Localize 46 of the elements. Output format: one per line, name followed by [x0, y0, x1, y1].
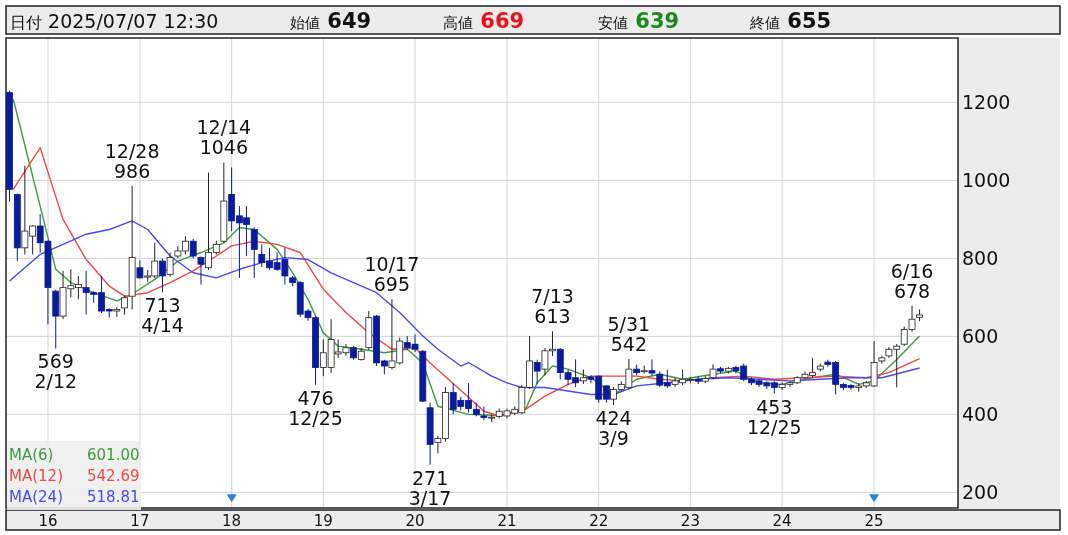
annotation: 12/14 1046 [196, 116, 252, 159]
candlestick [189, 238, 197, 259]
candlestick [250, 226, 258, 279]
annotation: 10/17 695 [364, 253, 420, 296]
y-tick-label: 1200 [962, 91, 1011, 114]
candlestick [480, 406, 488, 421]
annotation: 7/13 613 [531, 285, 574, 328]
annotation: 271 3/17 [408, 466, 452, 509]
candlestick [159, 257, 166, 293]
text: 安値 639 [598, 9, 680, 33]
chart-title: 日付 2025/07/07 12:30 [10, 10, 219, 32]
candlestick [197, 255, 205, 286]
x-tick-label: 19 [313, 512, 333, 530]
x-tick-label: 24 [772, 512, 792, 530]
y-tick-label: 1000 [962, 169, 1011, 192]
candlestick [533, 359, 541, 385]
text: 始値 649 [290, 9, 372, 33]
y-tick-label: 200 [962, 481, 999, 504]
annotation: 6/16 678 [890, 259, 934, 302]
candlestick [136, 259, 144, 280]
text: 高値 669 [443, 9, 525, 33]
candlestick [648, 358, 656, 376]
text: MA(24) 518.81 [9, 488, 140, 506]
y-tick-label: 400 [962, 403, 999, 426]
candlestick [166, 252, 174, 278]
x-tick-label: 16 [38, 512, 58, 530]
x-tick-label: 21 [497, 512, 517, 530]
annotation: 5/31 542 [607, 313, 651, 355]
y-tick-label: 800 [962, 247, 999, 270]
x-tick-label: 20 [405, 512, 425, 530]
annotation: 424 3/9 [595, 407, 632, 450]
annotation: 12/28 986 [104, 139, 160, 182]
annotation: 476 12/25 [288, 386, 343, 429]
x-tick-label: 25 [864, 512, 884, 530]
candlestick [121, 294, 128, 316]
text: 終値 655 [749, 9, 832, 33]
x-tick-label: 23 [680, 512, 700, 530]
annotation: 569 2/12 [34, 350, 78, 393]
text: MA(12) 542.69 [9, 467, 140, 485]
x-tick-label: 17 [130, 512, 150, 530]
x-tick-label: 22 [589, 512, 609, 530]
x-tick-label: 18 [222, 512, 242, 530]
text: MA(6) 601.00 [9, 446, 140, 464]
y-tick-label: 600 [962, 325, 999, 348]
annotation: 453 12/25 [746, 395, 802, 438]
annotation: 713 4/14 [141, 294, 184, 337]
